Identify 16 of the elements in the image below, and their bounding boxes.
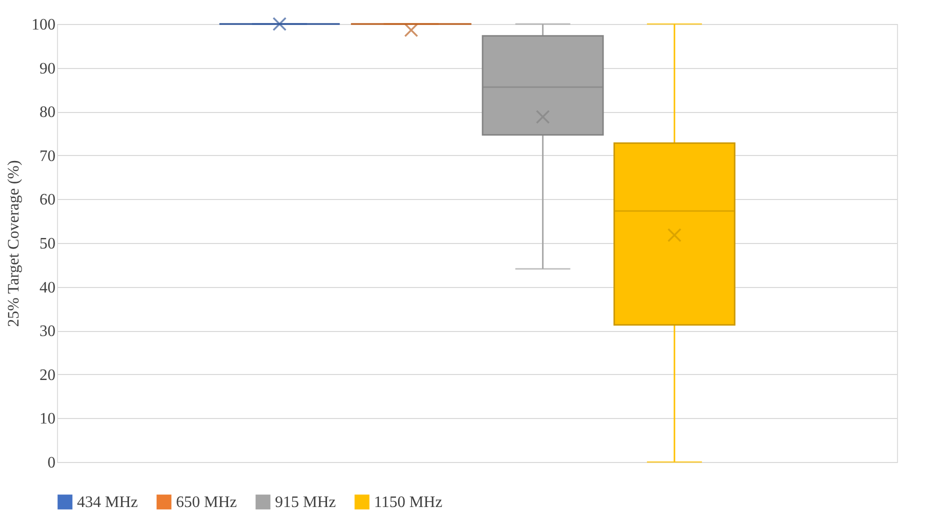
y-tick-label: 100	[32, 16, 56, 34]
legend-label: 650 MHz	[176, 494, 237, 511]
y-tick-label: 50	[40, 236, 56, 252]
y-tick-label: 0	[48, 454, 56, 472]
y-tick-label: 90	[40, 60, 56, 78]
legend-label: 915 MHz	[275, 494, 336, 511]
y-tick-label: 60	[40, 192, 56, 209]
y-tick-label: 70	[40, 148, 56, 165]
y-tick-label: 40	[40, 279, 56, 296]
legend-label: 434 MHz	[77, 494, 138, 511]
legend-label: 1150 MHz	[374, 494, 442, 511]
y-tick-label: 10	[40, 410, 56, 428]
y-tick-label: 20	[40, 366, 56, 384]
y-tick-label: 80	[40, 104, 56, 122]
y-axis-title: 25% Target Coverage (%)	[6, 160, 22, 327]
y-tick-label: 30	[40, 323, 56, 340]
